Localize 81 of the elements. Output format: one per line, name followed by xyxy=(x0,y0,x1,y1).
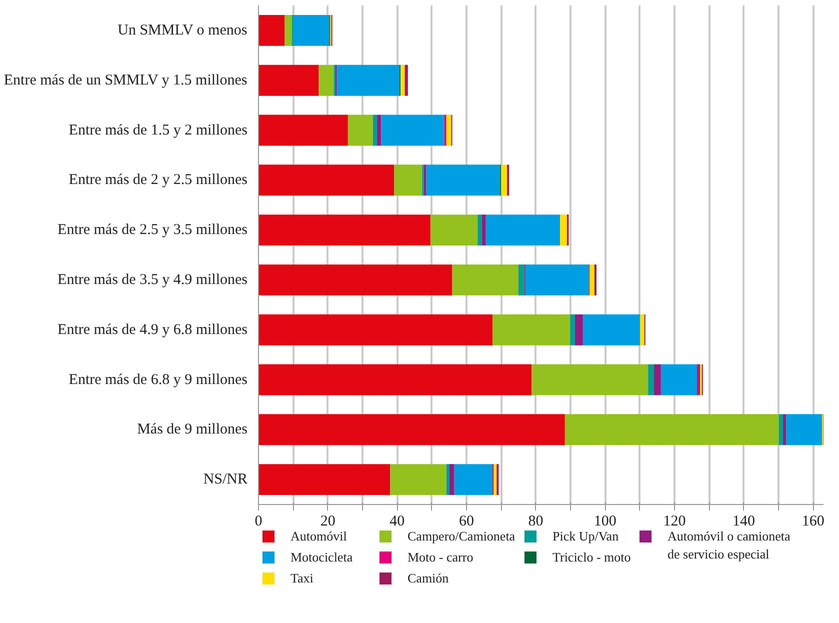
y-tick-label: Más de 9 millones xyxy=(137,422,248,438)
bar xyxy=(640,314,644,346)
bar xyxy=(778,414,783,446)
bar xyxy=(377,114,382,146)
x-tick-label: 160 xyxy=(802,514,824,530)
bar xyxy=(654,364,661,396)
bar xyxy=(518,264,524,296)
x-tick-label: 20 xyxy=(320,514,336,530)
bar xyxy=(258,364,532,396)
legend-label: Campero/Camioneta xyxy=(408,528,516,544)
y-tick-label: Entre más de un SMMLV y 1.5 millones xyxy=(4,72,248,88)
bar xyxy=(284,14,292,46)
bar xyxy=(294,14,330,46)
bar xyxy=(258,214,430,246)
x-tick-label: 40 xyxy=(390,514,405,530)
bar xyxy=(258,164,394,196)
bar xyxy=(696,364,700,396)
y-tick-label: Entre más de 1.5 y 2 millones xyxy=(68,122,248,138)
bar xyxy=(258,114,348,146)
bar xyxy=(426,164,500,196)
bar xyxy=(492,314,570,346)
bar xyxy=(258,264,452,296)
bar xyxy=(446,114,452,146)
y-tick-label: Un SMMLV o menos xyxy=(118,22,248,38)
bar xyxy=(648,364,654,396)
y-tick-label: Entre más de 4.9 y 6.8 millones xyxy=(58,322,248,338)
bar xyxy=(782,414,786,446)
bar xyxy=(258,64,319,96)
legend-label: Automóvil xyxy=(290,528,348,544)
bar xyxy=(336,64,400,96)
bar xyxy=(560,214,567,246)
bar xyxy=(372,114,378,146)
bar xyxy=(482,214,486,246)
bar xyxy=(394,164,422,196)
bar xyxy=(574,314,583,346)
legend-label: Pick Up/Van xyxy=(552,528,620,544)
bar xyxy=(258,314,492,346)
bar xyxy=(424,164,426,196)
bar xyxy=(590,264,594,296)
legend-label: Triciclo - moto xyxy=(552,550,631,564)
bar xyxy=(381,114,444,146)
bar xyxy=(494,464,497,496)
bar xyxy=(430,214,478,246)
legend-label: Moto - carro xyxy=(408,550,474,564)
x-tick-label: 120 xyxy=(663,514,686,530)
bar xyxy=(400,64,405,96)
y-tick-label: Entre más de 2.5 y 3.5 millones xyxy=(58,222,248,238)
bar xyxy=(452,264,518,296)
y-tick-label: Entre más de 3.5 y 4.9 millones xyxy=(58,272,248,288)
x-tick-label: 140 xyxy=(732,514,756,530)
bar xyxy=(258,464,390,496)
bar xyxy=(454,464,492,496)
legend-label: Automóvil o camioneta de servicio especial xyxy=(668,528,790,562)
bar xyxy=(258,414,565,446)
bar xyxy=(258,14,284,46)
y-tick-label: NS/NR xyxy=(203,472,248,488)
legend-label: Motocicleta xyxy=(290,550,353,564)
x-tick-label: 60 xyxy=(458,514,474,530)
bar xyxy=(786,414,822,446)
legend-label: Camión xyxy=(408,570,450,586)
bar xyxy=(501,164,508,196)
bar xyxy=(404,64,408,96)
bar xyxy=(532,364,648,396)
legend-label: Taxi xyxy=(290,570,314,586)
bar xyxy=(570,314,575,346)
bar xyxy=(660,364,697,396)
y-tick-label: Entre más de 2 y 2.5 millones xyxy=(68,172,248,188)
x-tick-label: 100 xyxy=(594,514,616,530)
bar xyxy=(390,464,446,496)
bar xyxy=(478,214,482,246)
bar xyxy=(446,464,450,496)
bar xyxy=(318,64,334,96)
bar xyxy=(582,314,640,346)
bar xyxy=(486,214,560,246)
y-tick-label: Entre más de 6.8 y 9 millones xyxy=(68,372,248,388)
x-tick-label: 80 xyxy=(528,514,544,530)
bar xyxy=(564,414,779,446)
x-tick-label: 0 xyxy=(254,514,262,530)
bar xyxy=(449,464,454,496)
bar xyxy=(525,264,589,296)
bar xyxy=(348,114,373,146)
